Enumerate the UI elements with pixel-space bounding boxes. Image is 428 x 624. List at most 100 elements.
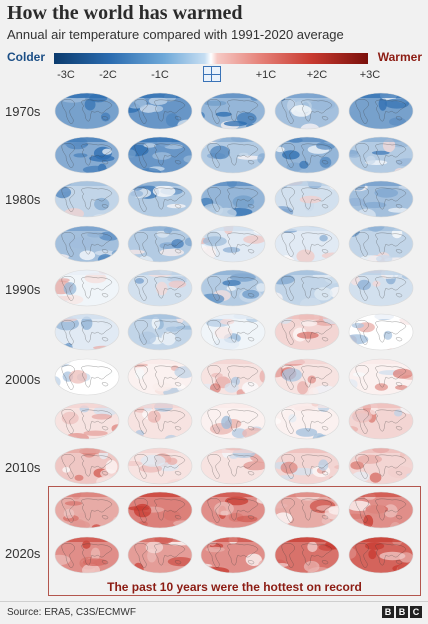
- anomaly-patch: [286, 162, 303, 172]
- continent-outline: [134, 453, 186, 479]
- continent-outline: [281, 275, 333, 301]
- anomaly-patch: [362, 201, 387, 209]
- bbc-logo: B B C: [382, 606, 422, 618]
- anomaly-patch: [328, 475, 339, 484]
- anomaly-patch: [98, 370, 115, 378]
- anomaly-patch: [303, 561, 320, 573]
- anomaly-patch: [213, 338, 240, 350]
- anomaly-patch: [242, 289, 260, 299]
- anomaly-patch: [349, 226, 360, 238]
- anomaly-patch: [281, 368, 302, 382]
- anomaly-patch: [55, 121, 69, 129]
- map-border: [274, 136, 340, 174]
- anomaly-patch: [314, 287, 333, 301]
- map-border: [274, 358, 340, 396]
- continent-outline: [134, 542, 186, 568]
- anomaly-patch: [175, 325, 192, 330]
- arctic-band: [349, 359, 413, 364]
- arctic-band: [128, 181, 192, 186]
- continent-outline: [355, 186, 407, 212]
- year-map: [200, 536, 266, 574]
- anomaly-patch: [321, 252, 339, 259]
- continent-outline: [355, 98, 407, 124]
- map-border: [54, 447, 120, 485]
- anomaly-patch: [350, 461, 364, 470]
- anomaly-patch: [152, 152, 172, 160]
- anomaly-patch: [349, 153, 361, 158]
- anomaly-patch: [295, 428, 318, 437]
- anomaly-patch: [288, 414, 297, 423]
- year-map: [348, 447, 414, 485]
- legend-colder-label: Colder: [7, 50, 46, 64]
- continent-outline: [61, 319, 113, 345]
- map-border: [127, 313, 193, 351]
- arctic-band: [275, 492, 339, 497]
- map-border: [348, 313, 414, 351]
- continent-outline: [207, 231, 259, 257]
- anomaly-patch: [245, 553, 262, 566]
- year-map: [274, 402, 340, 440]
- continent-outline: [281, 542, 333, 568]
- anomaly-patch: [82, 540, 91, 549]
- arctic-band: [349, 93, 413, 98]
- continent-outline: [281, 142, 333, 168]
- anomaly-patch: [296, 249, 315, 262]
- anomaly-patch: [300, 319, 318, 327]
- anomaly-patch: [203, 236, 227, 247]
- anomaly-patch: [222, 280, 241, 286]
- logo-letter: C: [410, 606, 422, 618]
- year-map: [200, 358, 266, 396]
- continent-outline: [281, 186, 333, 212]
- year-map: [127, 402, 193, 440]
- anomaly-patch: [201, 300, 209, 305]
- arctic-band: [128, 448, 192, 453]
- arctic-band: [128, 314, 192, 319]
- year-map: [200, 180, 266, 218]
- anomaly-patch: [78, 512, 87, 519]
- continent-outline: [281, 408, 333, 434]
- continent-outline: [355, 453, 407, 479]
- map-border: [54, 358, 120, 396]
- anomaly-patch: [73, 153, 88, 158]
- arctic-band: [201, 137, 265, 142]
- anomaly-patch: [357, 279, 371, 291]
- year-map: [200, 92, 266, 130]
- year-map: [348, 402, 414, 440]
- anomaly-patch: [221, 415, 232, 429]
- anomaly-patch: [55, 554, 71, 566]
- map-border: [348, 402, 414, 440]
- anomaly-patch: [297, 381, 309, 395]
- anomaly-patch: [128, 314, 136, 320]
- continent-outline: [207, 319, 259, 345]
- anomaly-patch: [164, 434, 178, 439]
- anomaly-patch: [165, 113, 179, 127]
- anomaly-patch: [55, 253, 69, 260]
- arctic-band: [55, 226, 119, 231]
- continent-outline: [207, 497, 259, 523]
- map-border: [200, 358, 266, 396]
- continent-outline: [61, 231, 113, 257]
- anomaly-patch: [328, 505, 339, 515]
- anomaly-patch: [349, 123, 362, 129]
- continent-outline: [207, 98, 259, 124]
- continent-outline: [281, 319, 333, 345]
- anomaly-patch: [183, 155, 192, 163]
- arctic-band: [275, 137, 339, 142]
- year-map: [274, 136, 340, 174]
- map-border: [200, 92, 266, 130]
- year-map: [200, 313, 266, 351]
- highlight-caption: The past 10 years were the hottest on re…: [107, 580, 362, 594]
- legend-tick: -1C: [151, 69, 169, 81]
- anomaly-patch: [349, 500, 372, 511]
- legend-warmer-label: Warmer: [377, 50, 422, 64]
- decade-label: 1970s: [5, 104, 41, 119]
- anomaly-patch: [366, 155, 376, 165]
- arctic-band: [275, 93, 339, 98]
- anomaly-patch: [349, 302, 359, 306]
- anomaly-patch: [369, 472, 382, 483]
- anomaly-patch: [275, 226, 289, 232]
- map-border: [348, 447, 414, 485]
- logo-letter: B: [382, 606, 394, 618]
- continent-outline: [281, 497, 333, 523]
- map-border: [200, 313, 266, 351]
